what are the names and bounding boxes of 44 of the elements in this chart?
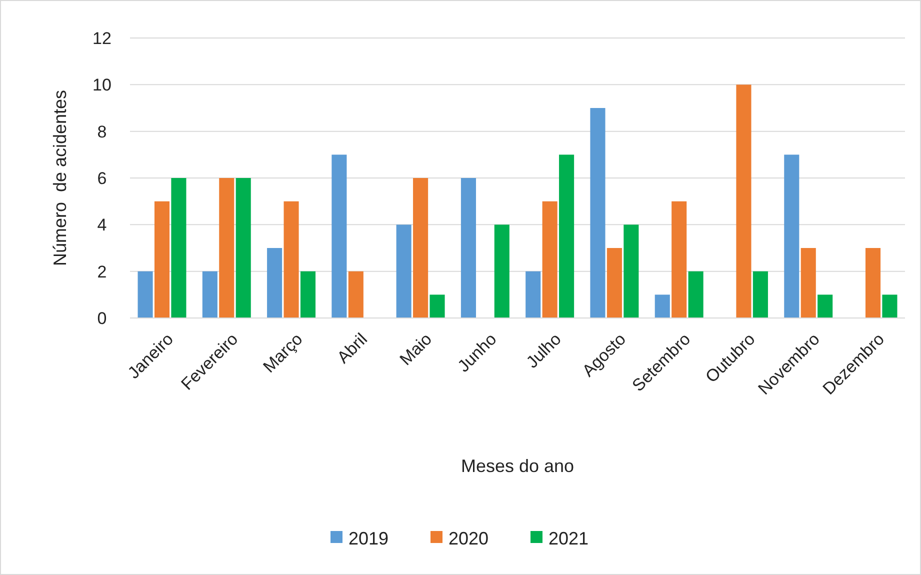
legend-label: 2021 <box>548 528 589 548</box>
bar <box>688 271 704 318</box>
bar <box>284 201 299 318</box>
legend-label: 2019 <box>348 528 389 548</box>
bar <box>348 271 364 318</box>
y-tick-label: 8 <box>97 122 107 142</box>
bar <box>559 154 574 318</box>
bar <box>460 178 476 318</box>
bar <box>752 271 768 318</box>
bar <box>138 271 153 318</box>
bar <box>865 248 881 318</box>
y-tick-label: 12 <box>92 28 112 48</box>
legend-label: 2020 <box>448 528 489 548</box>
bar <box>784 154 800 318</box>
bar <box>590 108 606 318</box>
bar <box>300 271 316 318</box>
y-axis-title: Número de acidentes <box>50 90 70 266</box>
bar <box>736 84 752 318</box>
y-tick-label: 10 <box>92 76 112 95</box>
bar <box>882 294 898 318</box>
bar <box>430 294 445 318</box>
bar <box>396 224 412 318</box>
bar <box>672 201 687 318</box>
bar <box>606 248 622 318</box>
y-tick-label: 6 <box>97 168 107 188</box>
bar <box>219 178 234 318</box>
bar <box>494 224 510 318</box>
bar <box>202 271 218 318</box>
bar <box>526 271 541 318</box>
bar <box>818 294 833 318</box>
y-tick-label: 0 <box>97 308 107 328</box>
bar <box>154 201 170 318</box>
bar <box>171 178 186 318</box>
bar <box>267 248 282 318</box>
bar <box>332 154 347 318</box>
bar <box>542 201 558 318</box>
y-tick-label: 4 <box>97 216 107 235</box>
y-tick-label: 2 <box>97 262 107 282</box>
bar <box>413 178 428 318</box>
x-axis-title: Meses do ano <box>460 456 574 476</box>
bar <box>236 178 251 318</box>
bar <box>654 294 670 318</box>
bar <box>800 248 816 318</box>
bar <box>624 224 639 318</box>
